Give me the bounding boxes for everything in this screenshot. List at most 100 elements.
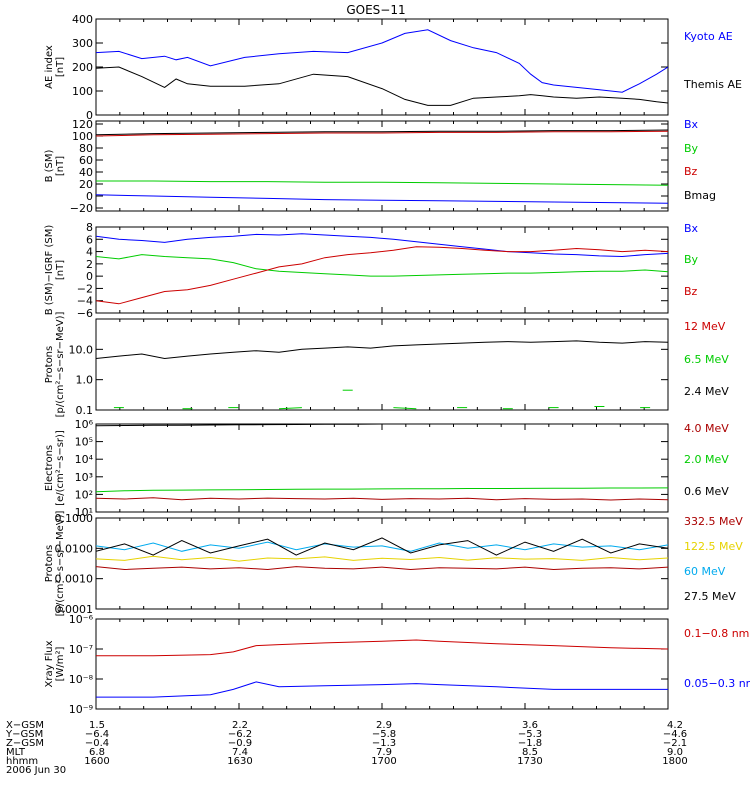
y-tick-label: 2 bbox=[86, 258, 93, 271]
y-tick-label: 8 bbox=[86, 221, 93, 234]
ephemeris-value: 3.6 bbox=[522, 720, 538, 731]
legend-label: 0.05−0.3 nm bbox=[684, 677, 750, 690]
series-line-3 bbox=[96, 537, 668, 556]
ephemeris-value: 9.0 bbox=[667, 747, 683, 758]
series-line-1 bbox=[393, 407, 417, 410]
y-tick-label: 40 bbox=[79, 166, 93, 179]
series-line-0 bbox=[96, 566, 668, 571]
y-tick-label: 120 bbox=[72, 118, 93, 131]
legend-label: Bx bbox=[684, 222, 699, 235]
series-group bbox=[96, 29, 668, 106]
y-tick-label: 200 bbox=[72, 61, 93, 74]
y-axis-label-line2: [W/m²] bbox=[55, 646, 66, 681]
ephemeris-value: 1700 bbox=[371, 756, 396, 767]
legend-label: By bbox=[684, 253, 699, 266]
panel-electrons: 10¹ 10² 10³ 10⁴ 10⁵ 10⁶ Electrons [e/(cm²−s−sr)… bbox=[44, 418, 729, 519]
y-tick-label: 0 bbox=[86, 190, 93, 203]
y-axis-label-line1: AE index bbox=[44, 45, 55, 89]
ephemeris-value: 1800 bbox=[662, 756, 687, 767]
y-tick-label: −2 bbox=[77, 282, 93, 295]
y-tick-label: 300 bbox=[72, 37, 93, 50]
y-axis-label: Electrons [e/(cm²−s−sr)] bbox=[44, 430, 66, 506]
y-tick-label: 10⁻⁹ bbox=[69, 703, 93, 716]
y-tick-label: 10.0 bbox=[69, 343, 94, 356]
y-tick-label: 80 bbox=[79, 142, 93, 155]
y-tick-label: 0 bbox=[86, 270, 93, 283]
y-axis-label-line2: [p/(cm²−s−sr−MeV)] bbox=[55, 311, 66, 417]
series-line-2 bbox=[96, 424, 668, 427]
y-tick-label: 6 bbox=[86, 233, 93, 246]
y-tick-label: 0.1 bbox=[76, 404, 94, 417]
y-axis-label: AE index [nT] bbox=[44, 45, 66, 89]
legend-label: 12 MeV bbox=[684, 320, 726, 333]
y-tick-label: 0.1000 bbox=[55, 512, 94, 525]
ephemeris-value: −0.9 bbox=[228, 738, 252, 749]
y-axis-label: Xray Flux [W/m²] bbox=[44, 640, 66, 687]
series-line-1 bbox=[96, 487, 668, 493]
ephemeris-value: −1.8 bbox=[518, 738, 542, 749]
y-tick-label: 1.0 bbox=[76, 374, 94, 387]
ephemeris-value: 7.4 bbox=[232, 747, 248, 758]
y-tick-label: 10⁻⁶ bbox=[69, 613, 94, 626]
y-tick-label: −20 bbox=[70, 202, 93, 215]
y-tick-label: 100 bbox=[72, 130, 93, 143]
ephemeris-value: 7.9 bbox=[376, 747, 392, 758]
series-line-1 bbox=[96, 66, 668, 106]
series-line-1 bbox=[96, 254, 668, 277]
panel-frame bbox=[95, 318, 669, 411]
y-axis-label: Protons [p/(cm²−s−sr−MeV)] bbox=[44, 311, 66, 417]
y-axis-label-line2: [nT] bbox=[55, 260, 66, 280]
y-axis-label-line2: [e/(cm²−s−sr)] bbox=[55, 430, 66, 506]
y-axis-label-line2: [nT] bbox=[55, 57, 66, 77]
series-line-1 bbox=[278, 407, 302, 410]
legend-label: 122.5 MeV bbox=[684, 540, 743, 553]
legend-label: 27.5 MeV bbox=[684, 590, 736, 603]
ephemeris-value: −6.2 bbox=[228, 729, 252, 740]
y-tick-label: 4 bbox=[86, 246, 93, 259]
ephemeris-row-label: Y−GSM bbox=[5, 729, 43, 740]
legend-label: 0.6 MeV bbox=[684, 485, 729, 498]
ephemeris-value: 2.9 bbox=[376, 720, 392, 731]
series-line-1 bbox=[96, 555, 668, 562]
y-tick-label: 10⁵ bbox=[75, 436, 93, 449]
y-axis-label-line2: [p/(cm²−s−sr−MeV)] bbox=[55, 510, 66, 616]
legend-label: 4.0 MeV bbox=[684, 422, 729, 435]
ephemeris-value: −6.4 bbox=[85, 729, 109, 740]
legend-label: Bmag bbox=[684, 189, 716, 202]
panel-xray: 10⁻⁹ 10⁻⁸ 10⁻⁷ 10⁻⁶ Xray Flux [W/m²] 0.1−0.8 n… bbox=[44, 613, 750, 716]
ephemeris-row-label: MLT bbox=[6, 747, 26, 758]
panel-frame bbox=[95, 517, 669, 610]
series-line-2 bbox=[96, 130, 668, 137]
y-axis-label-line2: [nT] bbox=[55, 156, 66, 176]
y-axis-label: B (SM) [nT] bbox=[44, 149, 66, 182]
legend-label: By bbox=[684, 142, 699, 155]
series-line-2 bbox=[96, 246, 668, 305]
series-group bbox=[96, 537, 668, 571]
ephemeris-row-label: X−GSM bbox=[6, 720, 44, 731]
y-axis-label-line1: Xray Flux bbox=[44, 640, 55, 687]
chart-title: GOES−11 bbox=[346, 3, 405, 17]
series-line-0 bbox=[96, 497, 668, 501]
y-tick-label: −6 bbox=[77, 307, 93, 320]
y-tick-label: 10⁻⁷ bbox=[69, 643, 93, 656]
ephemeris-row-label: 2006 Jun 30 bbox=[6, 765, 66, 776]
y-tick-label: 10⁻⁸ bbox=[69, 673, 94, 686]
series-group bbox=[96, 129, 668, 204]
y-tick-label: 0.0100 bbox=[55, 542, 94, 555]
y-tick-label: 10³ bbox=[75, 471, 93, 484]
legend-label: Kyoto AE bbox=[684, 30, 733, 43]
y-tick-label: 10⁶ bbox=[75, 418, 94, 431]
ephemeris-value: −5.8 bbox=[372, 729, 396, 740]
series-line-2 bbox=[96, 541, 668, 552]
y-tick-label: −4 bbox=[77, 295, 93, 308]
legend-label: 6.5 MeV bbox=[684, 353, 729, 366]
legend-label: Bz bbox=[684, 165, 698, 178]
ephemeris-value: 1730 bbox=[517, 756, 542, 767]
ephemeris-value: 2.2 bbox=[232, 720, 248, 731]
legend-label: 0.1−0.8 nm bbox=[684, 627, 749, 640]
